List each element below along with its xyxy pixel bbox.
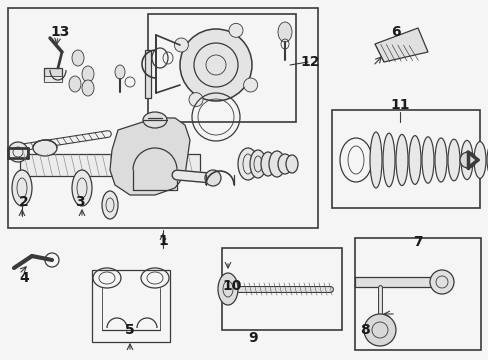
Bar — [135, 133, 157, 141]
Ellipse shape — [8, 142, 28, 162]
Ellipse shape — [180, 29, 251, 101]
Ellipse shape — [189, 93, 203, 107]
Ellipse shape — [82, 66, 94, 82]
Ellipse shape — [408, 136, 420, 184]
Text: 1: 1 — [158, 234, 167, 248]
Ellipse shape — [243, 78, 257, 92]
Ellipse shape — [82, 80, 94, 96]
Ellipse shape — [429, 270, 453, 294]
Ellipse shape — [369, 132, 381, 188]
Ellipse shape — [459, 152, 475, 168]
Bar — [44, 68, 62, 80]
Bar — [222, 248, 341, 330]
Ellipse shape — [238, 148, 258, 180]
Bar — [354, 238, 480, 350]
Ellipse shape — [72, 170, 92, 206]
Bar — [92, 270, 170, 342]
Text: 6: 6 — [390, 25, 400, 39]
Polygon shape — [354, 277, 437, 287]
Ellipse shape — [278, 154, 291, 174]
Bar — [44, 76, 62, 82]
Bar — [145, 50, 151, 98]
Ellipse shape — [395, 134, 407, 186]
Bar — [8, 8, 317, 228]
Ellipse shape — [434, 138, 446, 182]
Text: 12: 12 — [300, 55, 319, 69]
Ellipse shape — [33, 140, 57, 156]
Text: 10: 10 — [222, 279, 241, 293]
Text: 3: 3 — [75, 195, 84, 209]
Ellipse shape — [285, 155, 297, 173]
Ellipse shape — [460, 140, 472, 180]
Text: 2: 2 — [19, 195, 29, 209]
Bar — [148, 14, 295, 122]
Ellipse shape — [382, 133, 394, 187]
Ellipse shape — [486, 143, 488, 177]
Ellipse shape — [447, 139, 459, 181]
Ellipse shape — [268, 151, 285, 177]
Ellipse shape — [69, 76, 81, 92]
Text: 9: 9 — [248, 331, 257, 345]
Ellipse shape — [218, 273, 238, 305]
Bar — [331, 110, 479, 208]
Ellipse shape — [249, 150, 265, 178]
Polygon shape — [110, 118, 190, 195]
Text: 13: 13 — [50, 25, 70, 39]
Text: 4: 4 — [19, 271, 29, 285]
Text: 7: 7 — [412, 235, 422, 249]
Ellipse shape — [204, 170, 221, 186]
Ellipse shape — [142, 112, 167, 128]
Ellipse shape — [473, 141, 485, 179]
Ellipse shape — [72, 50, 84, 66]
Ellipse shape — [115, 65, 125, 79]
Ellipse shape — [261, 152, 274, 176]
Ellipse shape — [12, 170, 32, 206]
Polygon shape — [374, 28, 427, 62]
Ellipse shape — [421, 137, 433, 183]
Ellipse shape — [102, 191, 118, 219]
Text: 8: 8 — [359, 323, 369, 337]
Ellipse shape — [174, 38, 188, 52]
Ellipse shape — [363, 314, 395, 346]
Text: 5: 5 — [125, 323, 135, 337]
Ellipse shape — [228, 23, 243, 37]
Ellipse shape — [278, 22, 291, 42]
Bar — [20, 154, 200, 176]
Text: 11: 11 — [389, 98, 409, 112]
